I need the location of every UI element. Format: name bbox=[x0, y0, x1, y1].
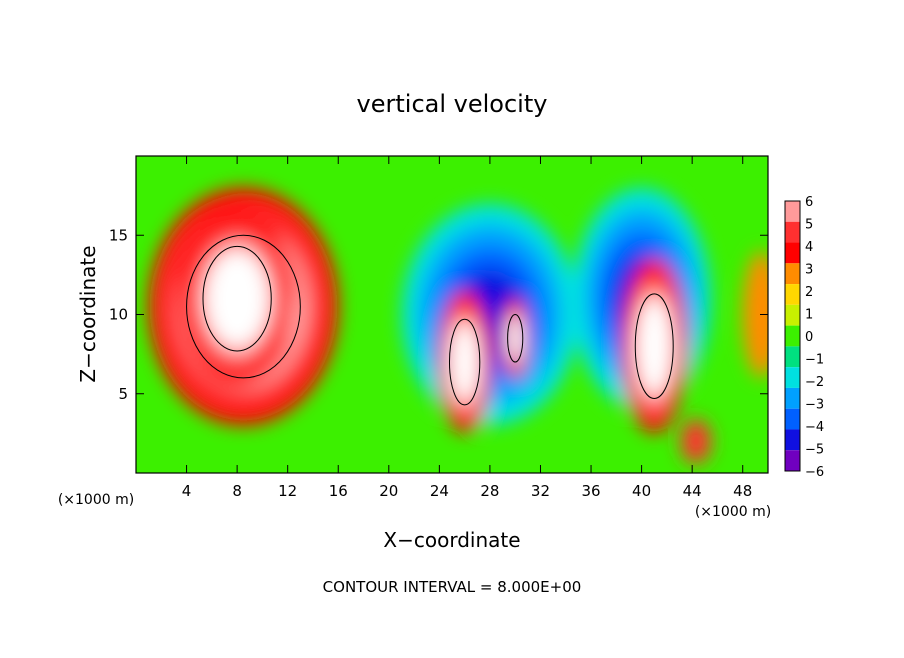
x-axis-label: X−coordinate bbox=[383, 528, 520, 552]
y-tick-label-5: 5 bbox=[118, 385, 128, 403]
field-blob-7 bbox=[680, 419, 712, 464]
y-tick-label-10: 10 bbox=[109, 306, 128, 324]
plot-area bbox=[136, 156, 768, 473]
contour-lines bbox=[186, 234, 674, 406]
colorbar-swatch-8 bbox=[785, 367, 800, 388]
field-blob-1-3 bbox=[205, 250, 269, 347]
contour-interval-note: CONTOUR INTERVAL = 8.000E+00 bbox=[323, 578, 582, 596]
colorbar-label-7: −1 bbox=[805, 353, 824, 368]
colorbar-swatch-2 bbox=[785, 242, 800, 264]
colorbar-swatch-4 bbox=[785, 284, 800, 305]
x-tick-label-20: 20 bbox=[379, 482, 398, 500]
colorbar-label-1: 5 bbox=[805, 218, 813, 233]
contour-0 bbox=[186, 234, 301, 379]
x-tick-label-48: 48 bbox=[733, 482, 752, 500]
contour-5 bbox=[507, 314, 524, 363]
colorbar: 6 5 4 3 2 1 0 −1 −2 −3 −4 −5 −6 bbox=[784, 195, 824, 480]
contour-1 bbox=[202, 245, 272, 352]
colorbar-label-2: 4 bbox=[805, 240, 813, 255]
colorbar-label-10: −4 bbox=[805, 420, 824, 435]
colorbar-swatch-10 bbox=[785, 408, 800, 430]
colorbar-swatch-9 bbox=[785, 387, 800, 409]
colorbar-swatch-12 bbox=[785, 450, 800, 471]
x-tick-label-44: 44 bbox=[683, 482, 702, 500]
x-axis-ticks: 4 8 12 16 20 24 28 32 36 40 44 48 bbox=[182, 156, 752, 500]
x-tick-label-12: 12 bbox=[278, 482, 297, 500]
colorbar-swatch-3 bbox=[785, 263, 800, 285]
x-unit-right: (×1000 m) bbox=[695, 504, 771, 520]
field-blob-4-3 bbox=[450, 322, 479, 402]
y-tick-label-15: 15 bbox=[109, 226, 128, 244]
colorbar-frame bbox=[784, 200, 801, 472]
chart-title: vertical velocity bbox=[357, 90, 548, 118]
contour-4 bbox=[448, 318, 481, 406]
field-blob-8 bbox=[742, 251, 768, 378]
colorbar-swatch-6 bbox=[785, 325, 800, 347]
y-axis-ticks: 5 10 15 bbox=[109, 226, 768, 403]
x-tick-label-40: 40 bbox=[632, 482, 651, 500]
x-tick-label-24: 24 bbox=[430, 482, 449, 500]
y-axis-label: Z−coordinate bbox=[76, 245, 100, 382]
colorbar-label-4: 2 bbox=[805, 285, 813, 300]
colorbar-label-3: 3 bbox=[805, 263, 813, 278]
colorbar-label-11: −5 bbox=[805, 443, 824, 458]
contour-6 bbox=[634, 293, 674, 400]
x-tick-label-28: 28 bbox=[480, 482, 499, 500]
field-blob-5-3 bbox=[508, 316, 523, 361]
x-tick-label-32: 32 bbox=[531, 482, 550, 500]
field-blob-6-3 bbox=[636, 298, 672, 395]
colorbar-label-8: −2 bbox=[805, 375, 824, 390]
x-unit-left: (×1000 m) bbox=[58, 492, 134, 508]
x-tick-label-16: 16 bbox=[329, 482, 348, 500]
colorbar-label-0: 6 bbox=[805, 195, 813, 210]
colorbar-swatch-0 bbox=[785, 201, 800, 222]
x-tick-label-8: 8 bbox=[232, 482, 242, 500]
colorbar-swatch-11 bbox=[785, 429, 800, 451]
colorbar-label-12: −6 bbox=[805, 465, 824, 480]
x-tick-label-36: 36 bbox=[581, 482, 600, 500]
colorbar-swatch-1 bbox=[785, 221, 800, 243]
colorbar-label-9: −3 bbox=[805, 398, 824, 413]
colorbar-swatch-5 bbox=[785, 304, 800, 326]
x-tick-label-4: 4 bbox=[182, 482, 192, 500]
colorbar-swatch-7 bbox=[785, 346, 800, 368]
colorbar-label-5: 1 bbox=[805, 308, 813, 323]
colorbar-label-6: 0 bbox=[805, 330, 813, 345]
